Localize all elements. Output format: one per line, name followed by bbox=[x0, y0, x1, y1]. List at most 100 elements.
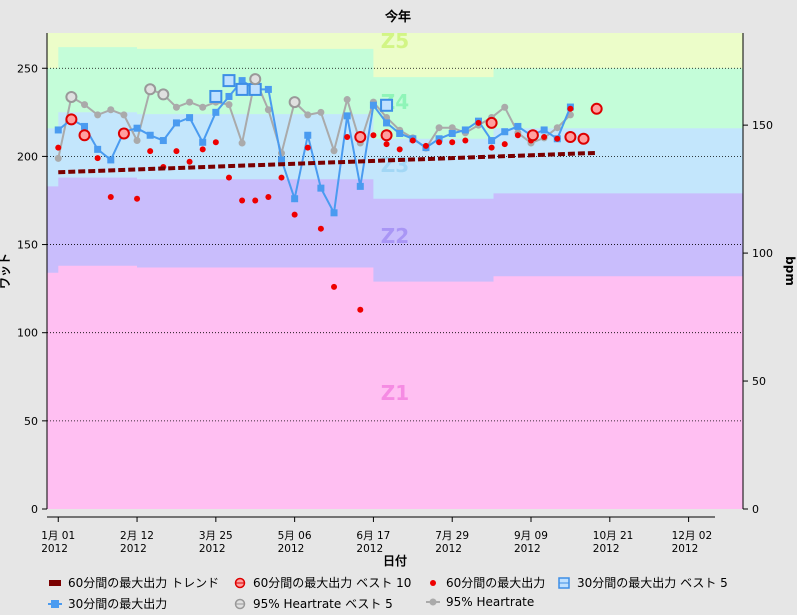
x-tick-label-year: 2012 bbox=[435, 543, 462, 555]
x-tick-label: 6月 17 bbox=[356, 530, 390, 542]
point-60min bbox=[475, 119, 482, 126]
x-tick-label-year: 2012 bbox=[672, 543, 699, 555]
point-heartrate bbox=[435, 124, 443, 132]
series-line-heartrate bbox=[57, 75, 572, 159]
point-heartrate-best bbox=[65, 90, 78, 103]
point-60min bbox=[331, 283, 338, 290]
point-heartrate bbox=[501, 103, 509, 111]
y-tick-label-right: 50 bbox=[752, 375, 766, 388]
point-30min-best bbox=[380, 98, 394, 112]
x-tick-label-year: 2012 bbox=[356, 543, 383, 555]
point-30min bbox=[435, 135, 443, 143]
point-heartrate bbox=[343, 96, 351, 104]
point-60min bbox=[357, 306, 364, 313]
point-60min bbox=[252, 197, 259, 204]
y-tick-label-left: 150 bbox=[17, 239, 38, 252]
legend-item-hr-best5: 95% Heartrate ベスト 5 bbox=[233, 595, 393, 612]
point-60min bbox=[147, 148, 154, 155]
point-heartrate bbox=[238, 139, 246, 147]
point-30min-best bbox=[209, 89, 223, 103]
point-30min bbox=[94, 145, 102, 153]
zone-label-z5: Z5 bbox=[381, 29, 409, 53]
point-30min bbox=[238, 77, 246, 85]
point-30min bbox=[330, 209, 338, 217]
point-60min bbox=[225, 174, 232, 181]
point-heartrate bbox=[172, 103, 180, 111]
y-tick-label-right: 150 bbox=[752, 119, 773, 132]
x-tick-label-year: 2012 bbox=[278, 543, 305, 555]
point-60min bbox=[291, 211, 298, 218]
point-60min bbox=[239, 197, 246, 204]
point-30min-best bbox=[235, 82, 249, 96]
point-30min bbox=[488, 137, 496, 145]
point-60min bbox=[186, 158, 193, 165]
point-30min bbox=[461, 126, 469, 134]
point-30min bbox=[264, 85, 272, 93]
y-tick-label-right: 0 bbox=[752, 503, 759, 516]
point-60min bbox=[134, 195, 141, 202]
dash-bar-icon bbox=[49, 579, 61, 586]
point-60min-best bbox=[590, 102, 603, 115]
zone-label-z3: Z3 bbox=[381, 153, 409, 177]
point-30min bbox=[514, 122, 522, 130]
zone-label-z1: Z1 bbox=[381, 381, 409, 405]
x-tick-label: 12月 02 bbox=[672, 530, 713, 542]
point-30min bbox=[54, 126, 62, 134]
point-heartrate bbox=[330, 147, 338, 155]
legend-item-60min-best10: 60分間の最大出力 ベスト 10 bbox=[233, 574, 411, 591]
point-heartrate bbox=[133, 136, 141, 144]
point-30min bbox=[212, 108, 220, 116]
x-tick-label: 2月 12 bbox=[120, 530, 154, 542]
point-60min bbox=[265, 193, 272, 200]
point-60min bbox=[541, 134, 548, 141]
point-30min bbox=[133, 124, 141, 132]
point-60min bbox=[436, 139, 443, 146]
point-30min bbox=[501, 128, 509, 136]
chart-title: 今年 bbox=[384, 9, 411, 25]
point-60min-best bbox=[354, 131, 367, 144]
dot-icon bbox=[430, 579, 436, 586]
x-tick-label: 10月 21 bbox=[593, 530, 634, 542]
point-60min-best bbox=[78, 129, 91, 142]
line-square-icon bbox=[48, 599, 62, 608]
point-30min bbox=[448, 129, 456, 137]
point-30min bbox=[356, 182, 364, 190]
x-tick-label: 7月 29 bbox=[435, 530, 469, 542]
point-60min bbox=[344, 134, 351, 141]
line-dot-icon bbox=[426, 598, 440, 606]
point-heartrate bbox=[264, 106, 272, 114]
point-60min-best bbox=[564, 131, 577, 144]
point-60min bbox=[501, 141, 508, 148]
point-heartrate bbox=[186, 98, 194, 106]
legend-label: 60分間の最大出力 bbox=[446, 576, 546, 590]
point-30min bbox=[172, 119, 180, 127]
y-tick-label-left: 250 bbox=[17, 62, 38, 75]
point-heartrate-best bbox=[288, 96, 301, 109]
x-tick-label: 3月 25 bbox=[199, 530, 233, 542]
point-30min bbox=[278, 156, 286, 164]
point-60min-best bbox=[577, 132, 590, 145]
point-heartrate bbox=[107, 106, 115, 114]
legend-label: 95% Heartrate ベスト 5 bbox=[253, 597, 393, 611]
point-60min-best bbox=[380, 129, 393, 142]
circle-ring-icon bbox=[234, 577, 246, 588]
point-30min bbox=[343, 112, 351, 120]
point-60min bbox=[422, 142, 429, 149]
point-30min bbox=[369, 101, 377, 109]
legend-label: 30分間の最大出力 ベスト 5 bbox=[577, 576, 728, 590]
point-30min-best bbox=[248, 82, 262, 96]
x-tick-label: 5月 06 bbox=[278, 530, 312, 542]
point-heartrate bbox=[553, 124, 561, 132]
legend-label: 60分間の最大出力 トレンド bbox=[68, 576, 220, 590]
point-60min bbox=[317, 225, 324, 232]
point-heartrate bbox=[81, 101, 89, 109]
point-heartrate bbox=[448, 124, 456, 132]
point-60min bbox=[173, 148, 180, 155]
x-tick-label-year: 2012 bbox=[120, 543, 147, 555]
y-axis-title-left: ワット bbox=[0, 253, 12, 289]
point-60min-best bbox=[65, 113, 78, 126]
point-heartrate-best bbox=[144, 83, 157, 96]
point-60min bbox=[462, 137, 469, 144]
point-60min bbox=[449, 139, 456, 146]
